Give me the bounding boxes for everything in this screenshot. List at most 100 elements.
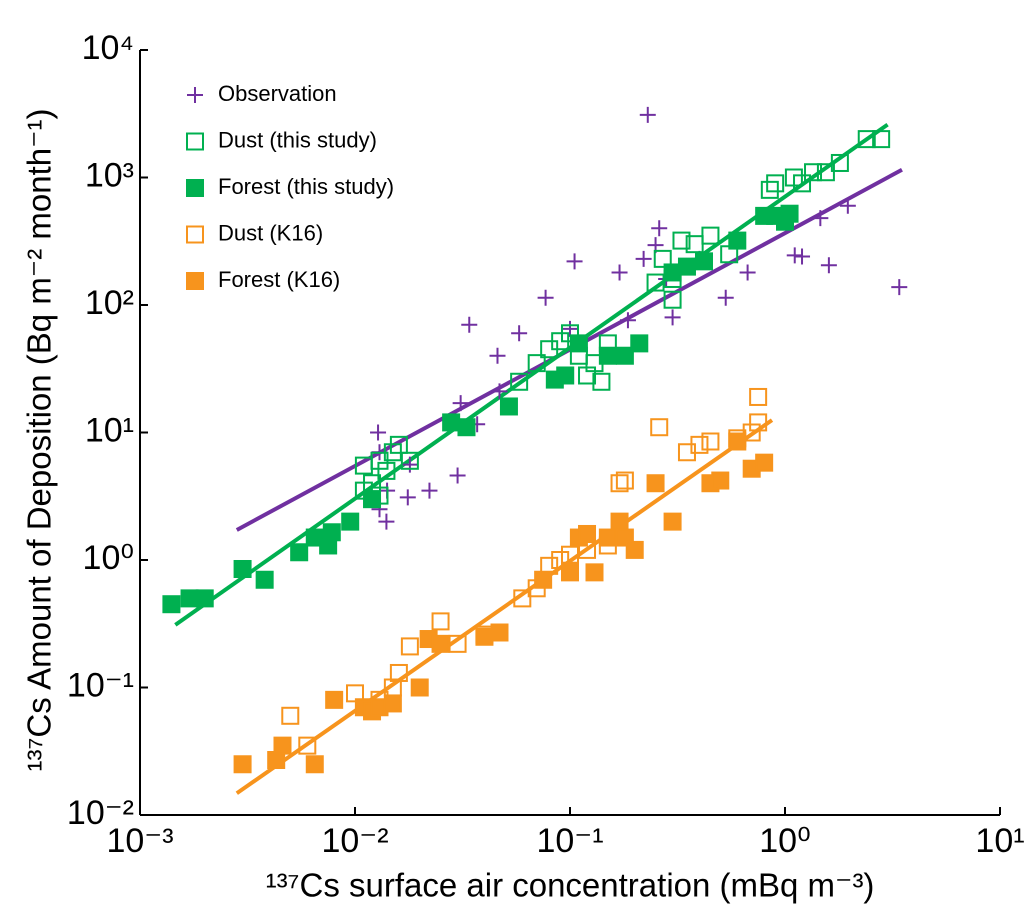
point: [551, 551, 570, 569]
point: [690, 435, 709, 454]
point: [717, 289, 734, 306]
point: [749, 413, 768, 432]
point: [461, 316, 478, 333]
point: [556, 366, 575, 385]
point: [611, 264, 628, 281]
point: [872, 130, 891, 149]
point: [298, 736, 317, 755]
x-tick-label: 10⁻¹: [536, 822, 603, 860]
point: [325, 690, 344, 709]
legend-marker: [186, 179, 204, 197]
point: [448, 634, 467, 653]
point: [694, 252, 713, 271]
point: [610, 512, 629, 531]
point: [449, 467, 466, 484]
legend-marker: [186, 272, 204, 290]
point: [766, 174, 785, 193]
point: [562, 320, 578, 337]
legend-label: Dust (this study): [218, 127, 377, 152]
point: [585, 563, 604, 582]
point: [421, 482, 438, 499]
fit-line: [174, 122, 889, 627]
point: [646, 474, 665, 493]
point: [891, 279, 908, 296]
point: [281, 706, 300, 725]
point: [728, 432, 747, 451]
point: [457, 418, 476, 437]
point: [820, 257, 837, 274]
x-tick-label: 10⁻³: [106, 822, 173, 860]
point: [431, 634, 450, 653]
point: [290, 543, 309, 562]
point: [646, 273, 665, 292]
point: [677, 257, 696, 276]
x-tick-label: 10⁻²: [321, 822, 388, 860]
point: [672, 231, 691, 250]
point: [630, 334, 649, 353]
point: [400, 637, 419, 656]
point: [322, 523, 341, 542]
legend-marker: [186, 225, 204, 244]
point: [739, 264, 756, 281]
point: [233, 755, 252, 774]
point: [370, 424, 387, 441]
y-tick-label: 10¹: [85, 411, 134, 449]
point: [273, 736, 292, 755]
point: [839, 197, 856, 214]
point: [650, 418, 669, 437]
y-tick-label: 10²: [85, 284, 134, 322]
point: [812, 210, 829, 227]
fit-line: [235, 418, 774, 795]
point: [399, 489, 416, 506]
point: [592, 372, 611, 391]
point: [780, 204, 799, 223]
point: [383, 694, 402, 713]
point: [619, 312, 636, 329]
point: [561, 545, 579, 564]
point: [566, 253, 583, 270]
point: [389, 663, 408, 682]
point: [578, 524, 597, 543]
point: [442, 413, 461, 432]
point: [635, 250, 652, 267]
y-tick-label: 10³: [85, 156, 134, 194]
point: [804, 163, 823, 182]
y-tick-label: 10⁻¹: [67, 666, 134, 704]
legend-label: Dust (K16): [218, 220, 323, 245]
point: [377, 461, 396, 480]
point: [363, 490, 382, 509]
legend-marker: [187, 87, 203, 103]
legend-label: Forest (K16): [218, 267, 340, 292]
point: [663, 512, 682, 531]
point: [749, 387, 768, 406]
x-tick-label: 10⁰: [759, 822, 810, 860]
point: [664, 309, 681, 326]
x-axis-title: ¹³⁷Cs surface air concentration (mBq m⁻³…: [266, 867, 875, 904]
point: [755, 453, 774, 472]
point: [701, 432, 720, 451]
legend-marker: [186, 132, 204, 151]
point: [305, 755, 324, 774]
point: [180, 589, 199, 608]
point: [569, 334, 588, 353]
point: [610, 474, 629, 493]
point: [389, 435, 408, 454]
point: [615, 346, 634, 365]
point: [857, 130, 876, 149]
point: [378, 513, 395, 530]
point: [431, 612, 450, 631]
point: [816, 163, 835, 182]
point: [537, 289, 554, 306]
point: [452, 395, 469, 412]
point: [410, 678, 429, 697]
point: [786, 247, 803, 264]
point: [162, 595, 181, 614]
y-axis-title: ¹³⁷Cs Amount of Deposition (Bq m⁻² month…: [21, 109, 58, 772]
point: [475, 627, 494, 646]
y-tick-label: 10⁻²: [67, 794, 134, 832]
point: [639, 106, 656, 123]
point: [511, 325, 528, 342]
y-tick-label: 10⁰: [83, 539, 134, 577]
point: [793, 174, 812, 193]
point: [701, 226, 720, 245]
